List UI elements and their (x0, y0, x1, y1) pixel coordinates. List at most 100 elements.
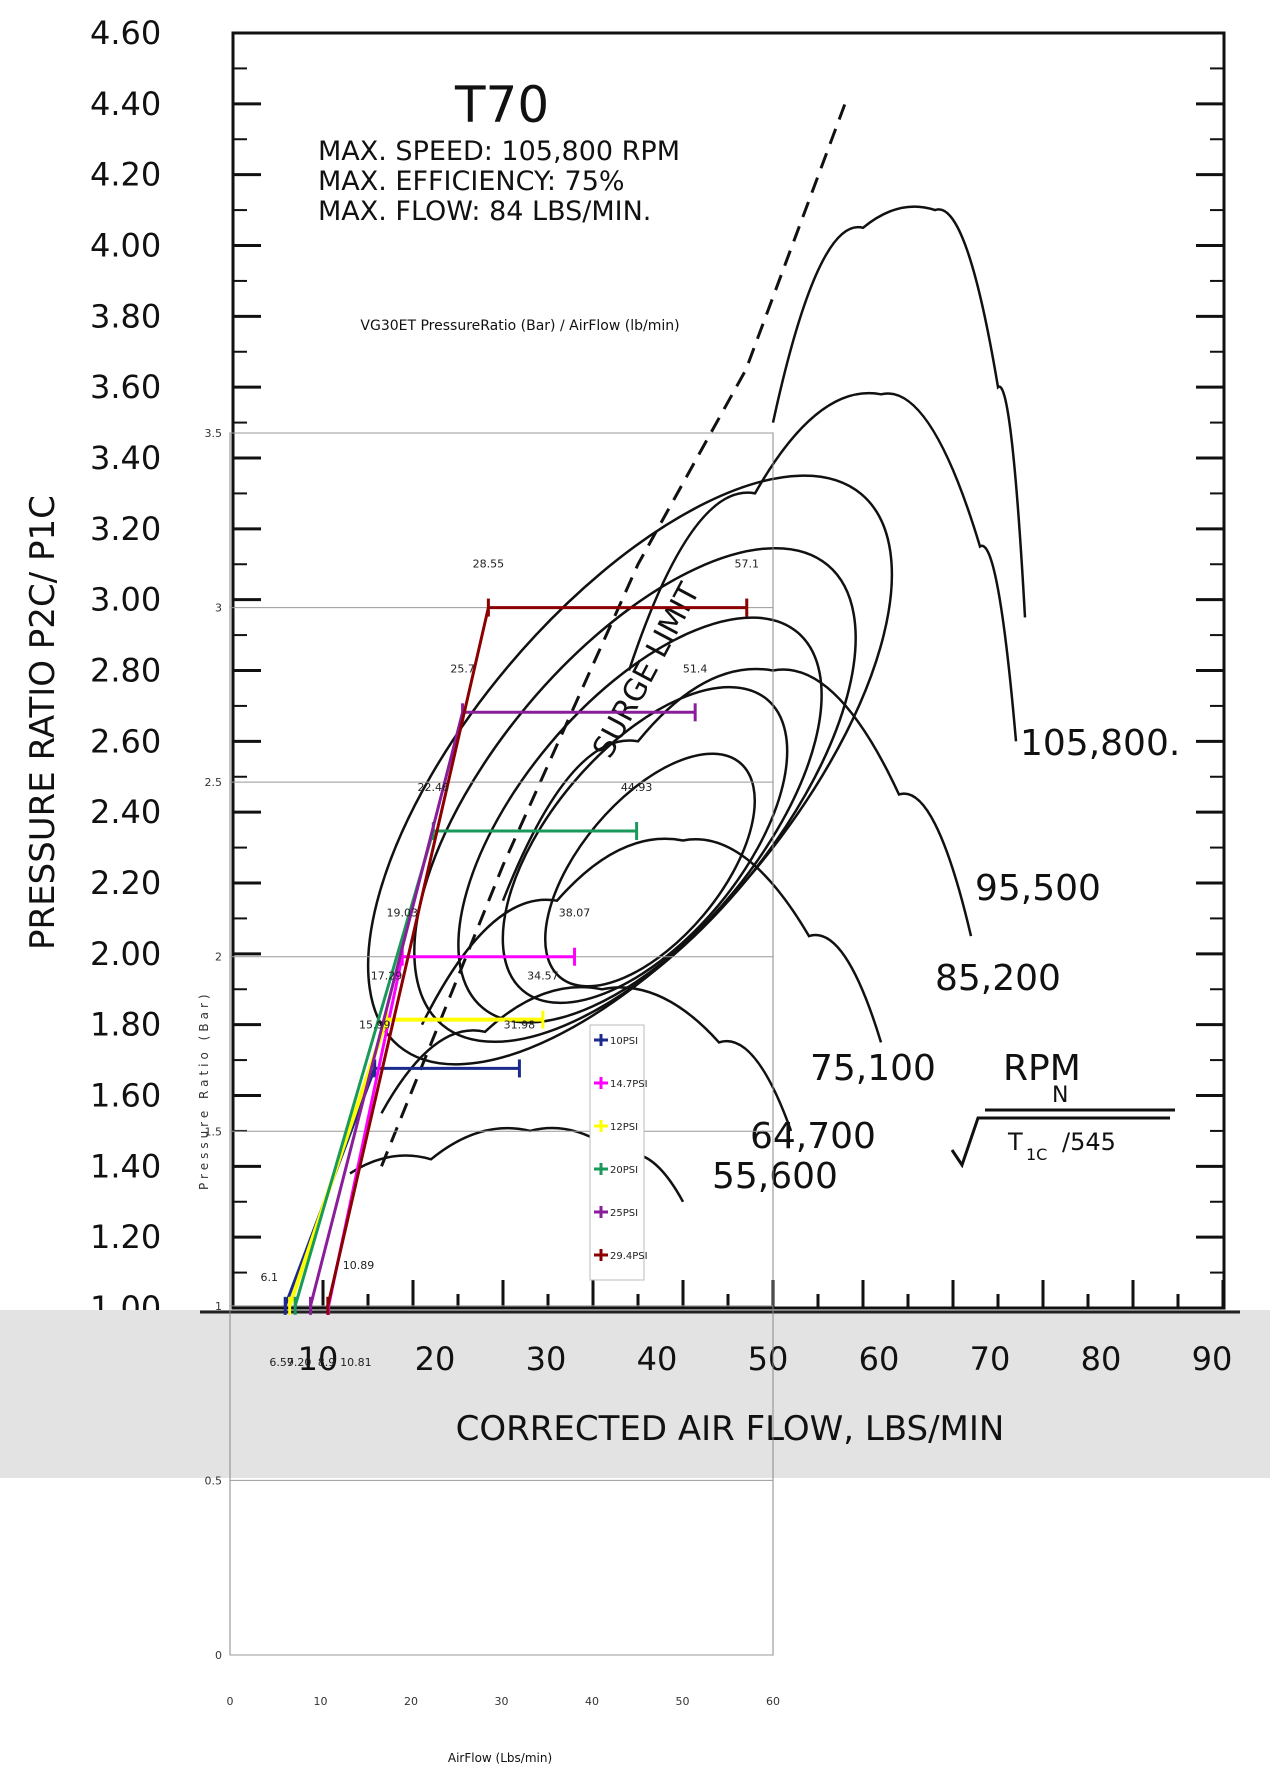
legend-label: 12PSI (610, 1122, 638, 1133)
legend-label: 14.7PSI (610, 1079, 648, 1090)
map-y-tick-label: 2.00 (90, 935, 161, 973)
overlay-point-label: 38.07 (559, 907, 591, 920)
map-y-tick-label: 1.60 (90, 1077, 161, 1115)
map-y-tick-label: 2.40 (90, 793, 161, 831)
efficiency-island (457, 616, 823, 1024)
speed-label: 64,700 (750, 1116, 876, 1157)
map-x-tick-label: 90 (1192, 1340, 1233, 1378)
map-y-tick-label: 4.40 (90, 85, 161, 123)
overlay-point-label: 19.03 (386, 907, 418, 920)
speed-label: 55,600 (712, 1156, 838, 1197)
map-y-tick-label: 3.60 (90, 368, 161, 406)
overlay-point-label: 6.59 (269, 1356, 294, 1369)
speed-label: 105,800. (1020, 723, 1180, 764)
overlay-point-label: 8.9 (318, 1356, 336, 1369)
formula-1c: 1C (1026, 1145, 1047, 1164)
map-y-tick-label: 4.20 (90, 156, 161, 194)
overlay-y-axis-label: Pressure Ratio (Bar) (197, 990, 211, 1190)
surge-limit-line (380, 103, 847, 1167)
gray-band (0, 1310, 1270, 1478)
overlay-y-tick-label: 3 (215, 602, 222, 615)
map-y-tick-label: 3.20 (90, 510, 161, 548)
map-x-tick-label: 70 (970, 1340, 1011, 1378)
overlay-point-label: 57.1 (735, 558, 760, 571)
overlay-point-label: 17.29 (371, 970, 403, 983)
overlay-x-tick-label: 60 (766, 1695, 780, 1708)
map-spec-line: MAX. SPEED: 105,800 RPM (318, 136, 680, 167)
overlay-y-tick-label: 0.5 (205, 1474, 223, 1487)
overlay-point-label: 51.4 (683, 662, 708, 675)
formula-t: T (1007, 1128, 1023, 1156)
overlay-point-label: 44.93 (621, 781, 653, 794)
speed-label: 75,100 (810, 1048, 936, 1089)
overlay-point-label: 10.89 (343, 1259, 375, 1272)
speed-line (420, 837, 883, 1043)
legend-label: 25PSI (610, 1208, 638, 1219)
overlay-x-tick-label: 40 (585, 1695, 599, 1708)
map-y-tick-label: 1.80 (90, 1006, 161, 1044)
speed-label: RPM (1003, 1048, 1081, 1089)
overlay-y-tick-label: 2.5 (205, 776, 223, 789)
compressor-map-x-axis: 102030405060708090100CORRECTED AIR FLOW,… (200, 1310, 1240, 1449)
overlay-point-label: 34.57 (527, 970, 559, 983)
vg30et-overlay: 0 0.5 1 1.5 2 2.5 3 3.5 0 10 20 30 40 50 60 VG30ET Pres… (197, 318, 780, 1765)
formula-n: N (1052, 1083, 1068, 1108)
overlay-y-tick-label: 1.5 (205, 1125, 223, 1138)
overlay-y-tick-label: 3.5 (205, 427, 223, 440)
speed-line (627, 391, 1018, 742)
overlay-x-tick-label: 0 (227, 1695, 234, 1708)
overlay-point-label: 7.20 (287, 1356, 312, 1369)
map-x-tick-label: 20 (415, 1340, 456, 1378)
speed-line (771, 205, 1027, 618)
efficiency-island (501, 685, 789, 1005)
overlay-x-tick-label: 50 (676, 1695, 690, 1708)
overlay-x-tick-label: 20 (404, 1695, 418, 1708)
overlay-point-label: 31.98 (504, 1018, 536, 1031)
map-spec-line: MAX. EFFICIENCY: 75% (318, 166, 625, 197)
efficiency-island (366, 474, 894, 1066)
map-y-axis-label: PRESSURE RATIO P2C/ P1C (23, 495, 63, 950)
map-y-tick-label: 1.20 (90, 1218, 161, 1256)
overlay-point-label: 28.55 (473, 558, 505, 571)
overlay-x-axis-label: AirFlow (Lbs/min) (448, 1751, 552, 1765)
map-y-tick-label: 4.00 (90, 227, 161, 265)
map-y-tick-label: 2.20 (90, 864, 161, 902)
map-y-tick-label: 3.00 (90, 581, 161, 619)
overlay-point-label: 6.1 (260, 1271, 278, 1284)
map-y-tick-label: 4.60 (90, 14, 161, 52)
map-spec-line: MAX. FLOW: 84 LBS/MIN. (318, 196, 651, 227)
overlay-x-tick-label: 10 (314, 1695, 328, 1708)
formula-root-sign (950, 1116, 1170, 1169)
map-x-tick-label: 10 (298, 1340, 339, 1378)
map-x-tick-label: 60 (859, 1340, 900, 1378)
map-title: T70 (454, 76, 549, 134)
speed-label: 95,500 (975, 868, 1101, 909)
overlay-y-tick-label: 0 (215, 1649, 222, 1662)
overlay-point-label: 10.81 (340, 1356, 372, 1369)
map-x-tick-label: 30 (526, 1340, 567, 1378)
overlay-x-tick-label: 30 (495, 1695, 509, 1708)
legend-label: 20PSI (610, 1165, 638, 1176)
formula-545: /545 (1062, 1128, 1116, 1156)
map-y-tick-label: 3.80 (90, 297, 161, 335)
legend-box (589, 1024, 645, 1281)
map-y-tick-label: 2.80 (90, 652, 161, 690)
map-y-tick-label: 1.40 (90, 1147, 161, 1185)
overlay-point-label: 22.46 (418, 781, 450, 794)
map-x-tick-label: 40 (637, 1340, 678, 1378)
overlay-y-tick-label: 2 (215, 951, 222, 964)
compressor-map: 1.001.201.401.601.802.002.202.402.602.80… (23, 14, 1226, 1327)
map-x-axis-label: CORRECTED AIR FLOW, LBS/MIN (456, 1409, 1005, 1449)
speed-line (380, 985, 793, 1132)
overlay-point-label: 25.7 (450, 662, 475, 675)
map-y-tick-label: 3.40 (90, 439, 161, 477)
legend-label: 29.4PSI (610, 1251, 648, 1262)
map-x-tick-label: 80 (1081, 1340, 1122, 1378)
overlay-y-tick-label: 1 (215, 1300, 222, 1313)
speed-label: 85,200 (935, 958, 1061, 999)
overlay-title: VG30ET PressureRatio (Bar) / AirFlow (lb… (360, 318, 679, 334)
efficiency-island (543, 752, 757, 988)
map-x-tick-label: 50 (748, 1340, 789, 1378)
